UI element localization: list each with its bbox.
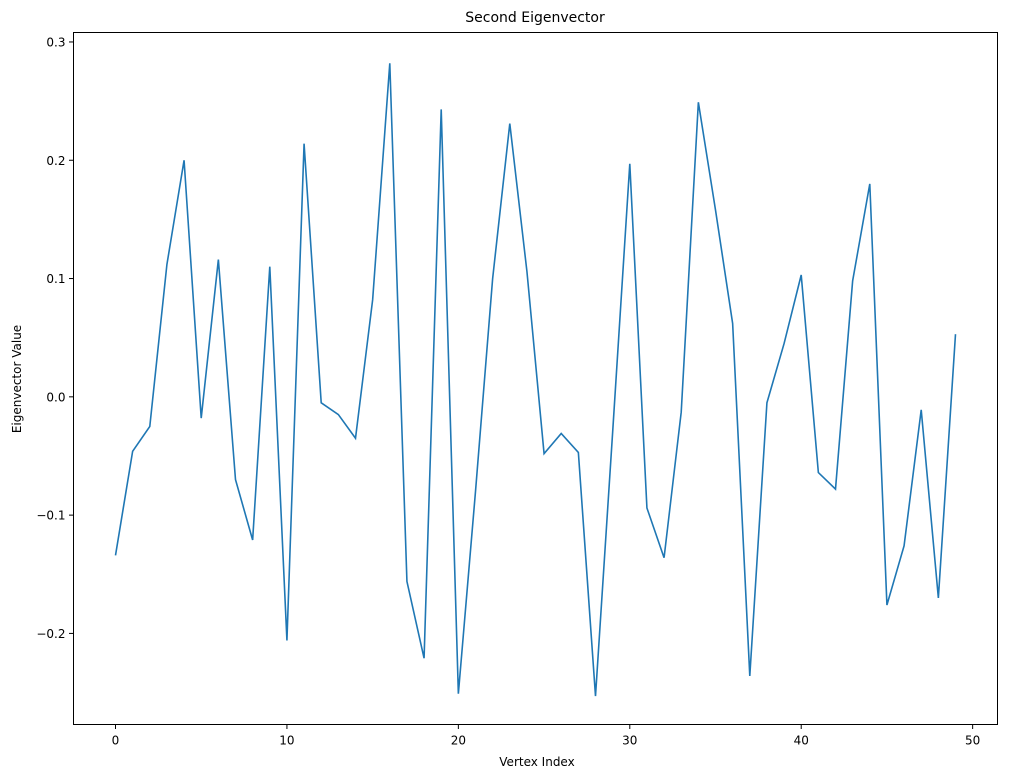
y-tick-label: 0.3 [46,35,65,49]
x-axis-label: Vertex Index [499,755,574,769]
axes-frame [73,32,998,725]
y-tick-label: −0.2 [36,627,65,641]
y-axis-label: Eigenvector Value [10,325,24,433]
x-tick-label: 20 [451,734,466,748]
x-tick-label: 0 [112,734,120,748]
y-tick-label: 0.1 [46,272,65,286]
x-tick-label: 10 [279,734,294,748]
y-axis-ticks: −0.2 −0.1 0.0 0.1 0.2 0.3 [36,35,74,641]
y-tick-label: 0.2 [46,154,65,168]
series-polyline [114,63,957,697]
chart-title: Second Eigenvector [465,10,605,26]
y-tick-label: 0.0 [46,390,65,404]
x-axis-ticks: 0 10 20 30 40 50 [112,724,980,748]
x-tick-label: 50 [965,734,980,748]
x-tick-label: 30 [622,734,637,748]
data-series-line [114,63,957,697]
x-tick-label: 40 [794,734,809,748]
y-tick-label: −0.1 [36,509,65,523]
